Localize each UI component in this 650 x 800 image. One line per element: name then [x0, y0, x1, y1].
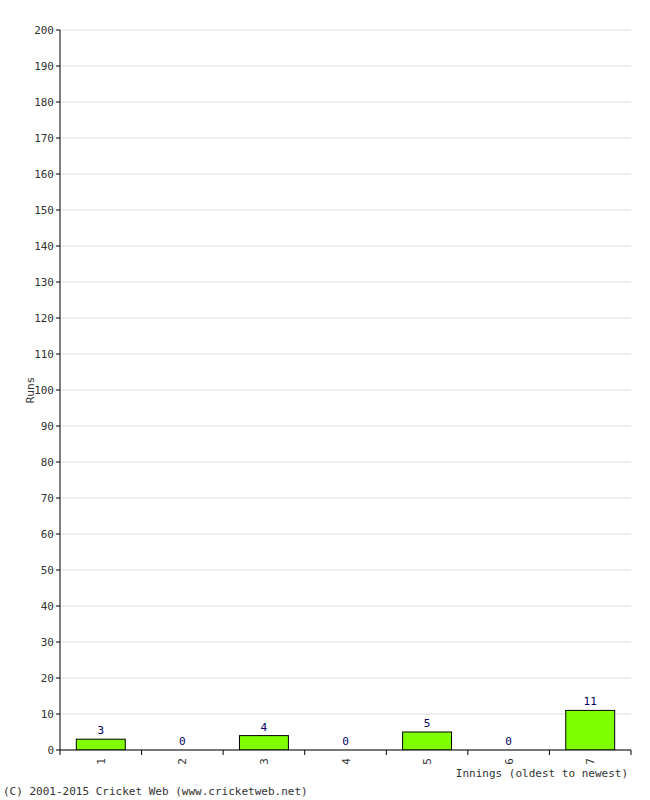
grid-line: [60, 642, 631, 643]
bar: [239, 736, 288, 750]
y-tick-label: 120: [34, 312, 54, 325]
grid-line: [60, 210, 631, 211]
y-tick-label: 0: [47, 744, 54, 757]
bar: [76, 739, 125, 750]
x-axis: [60, 750, 631, 751]
grid-line: [60, 138, 631, 139]
y-tick: [56, 282, 60, 283]
data-label: 0: [505, 735, 512, 748]
y-tick-label: 180: [34, 96, 54, 109]
x-tick-label: 3: [258, 758, 271, 765]
chart: 0102030405060708090100110120130140150160…: [0, 0, 650, 800]
y-tick: [56, 426, 60, 427]
x-axis-title: Innings (oldest to newest): [456, 767, 628, 780]
y-tick: [56, 570, 60, 571]
y-axis-title: Runs: [24, 377, 37, 404]
y-tick-label: 140: [34, 240, 54, 253]
grid-line: [60, 426, 631, 427]
grid-line: [60, 30, 631, 31]
grid-line: [60, 570, 631, 571]
grid-line: [60, 750, 631, 751]
y-tick-label: 60: [41, 528, 54, 541]
x-tick-separator: [304, 750, 305, 755]
y-tick: [56, 498, 60, 499]
y-tick: [56, 534, 60, 535]
bars: [76, 710, 614, 750]
y-tick-label: 130: [34, 276, 54, 289]
y-tick: [56, 174, 60, 175]
x-tick-label: 5: [421, 758, 434, 765]
x-tick-separator: [549, 750, 550, 755]
grid-line: [60, 102, 631, 103]
y-tick: [56, 210, 60, 211]
y-tick: [56, 642, 60, 643]
grid-line: [60, 534, 631, 535]
data-label: 4: [261, 721, 268, 734]
y-tick-label: 20: [41, 672, 54, 685]
y-tick-label: 40: [41, 600, 54, 613]
data-label: 11: [584, 695, 597, 708]
y-tick-label: 90: [41, 420, 54, 433]
x-tick-label: 7: [584, 758, 597, 765]
grid-line: [60, 354, 631, 355]
y-tick: [56, 714, 60, 715]
y-tick: [56, 354, 60, 355]
grid-line: [60, 462, 631, 463]
data-label: 0: [342, 735, 349, 748]
y-tick: [56, 462, 60, 463]
x-tick-separator: [631, 750, 632, 755]
grid-line: [60, 498, 631, 499]
y-tick-label: 170: [34, 132, 54, 145]
y-tick-label: 160: [34, 168, 54, 181]
grid-line: [60, 174, 631, 175]
x-tick-label: 4: [340, 758, 353, 765]
y-tick-label: 10: [41, 708, 54, 721]
bar: [403, 732, 452, 750]
grid-line: [60, 678, 631, 679]
y-tick: [56, 66, 60, 67]
data-label: 5: [424, 717, 431, 730]
y-tick-label: 70: [41, 492, 54, 505]
y-tick: [56, 102, 60, 103]
y-tick: [56, 750, 60, 751]
copyright: (C) 2001-2015 Cricket Web (www.cricketwe…: [3, 785, 308, 798]
x-tick-separator: [60, 750, 61, 755]
y-tick: [56, 390, 60, 391]
grid-line: [60, 246, 631, 247]
data-label: 0: [179, 735, 186, 748]
y-tick-label: 30: [41, 636, 54, 649]
x-tick-label: 1: [95, 758, 108, 765]
x-tick-label: 6: [503, 758, 516, 765]
y-tick: [56, 318, 60, 319]
y-tick-label: 200: [34, 24, 54, 37]
bar: [566, 710, 615, 750]
y-tick: [56, 678, 60, 679]
y-axis: [60, 30, 61, 750]
y-tick: [56, 138, 60, 139]
y-tick: [56, 246, 60, 247]
grid-line: [60, 318, 631, 319]
y-tick-label: 50: [41, 564, 54, 577]
x-tick-separator: [223, 750, 224, 755]
chart-svg: 0102030405060708090100110120130140150160…: [0, 0, 650, 800]
x-tick-separator: [467, 750, 468, 755]
y-tick-label: 80: [41, 456, 54, 469]
grid-line: [60, 282, 631, 283]
data-label: 3: [97, 724, 104, 737]
x-tick-separator: [386, 750, 387, 755]
grid-line: [60, 606, 631, 607]
grid-line: [60, 66, 631, 67]
grid-line: [60, 390, 631, 391]
x-tick-separator: [141, 750, 142, 755]
y-tick: [56, 30, 60, 31]
y-tick-label: 110: [34, 348, 54, 361]
y-tick-label: 150: [34, 204, 54, 217]
grid-line: [60, 714, 631, 715]
x-tick-label: 2: [176, 758, 189, 765]
y-tick-label: 100: [34, 384, 54, 397]
y-tick-label: 190: [34, 60, 54, 73]
y-tick: [56, 606, 60, 607]
